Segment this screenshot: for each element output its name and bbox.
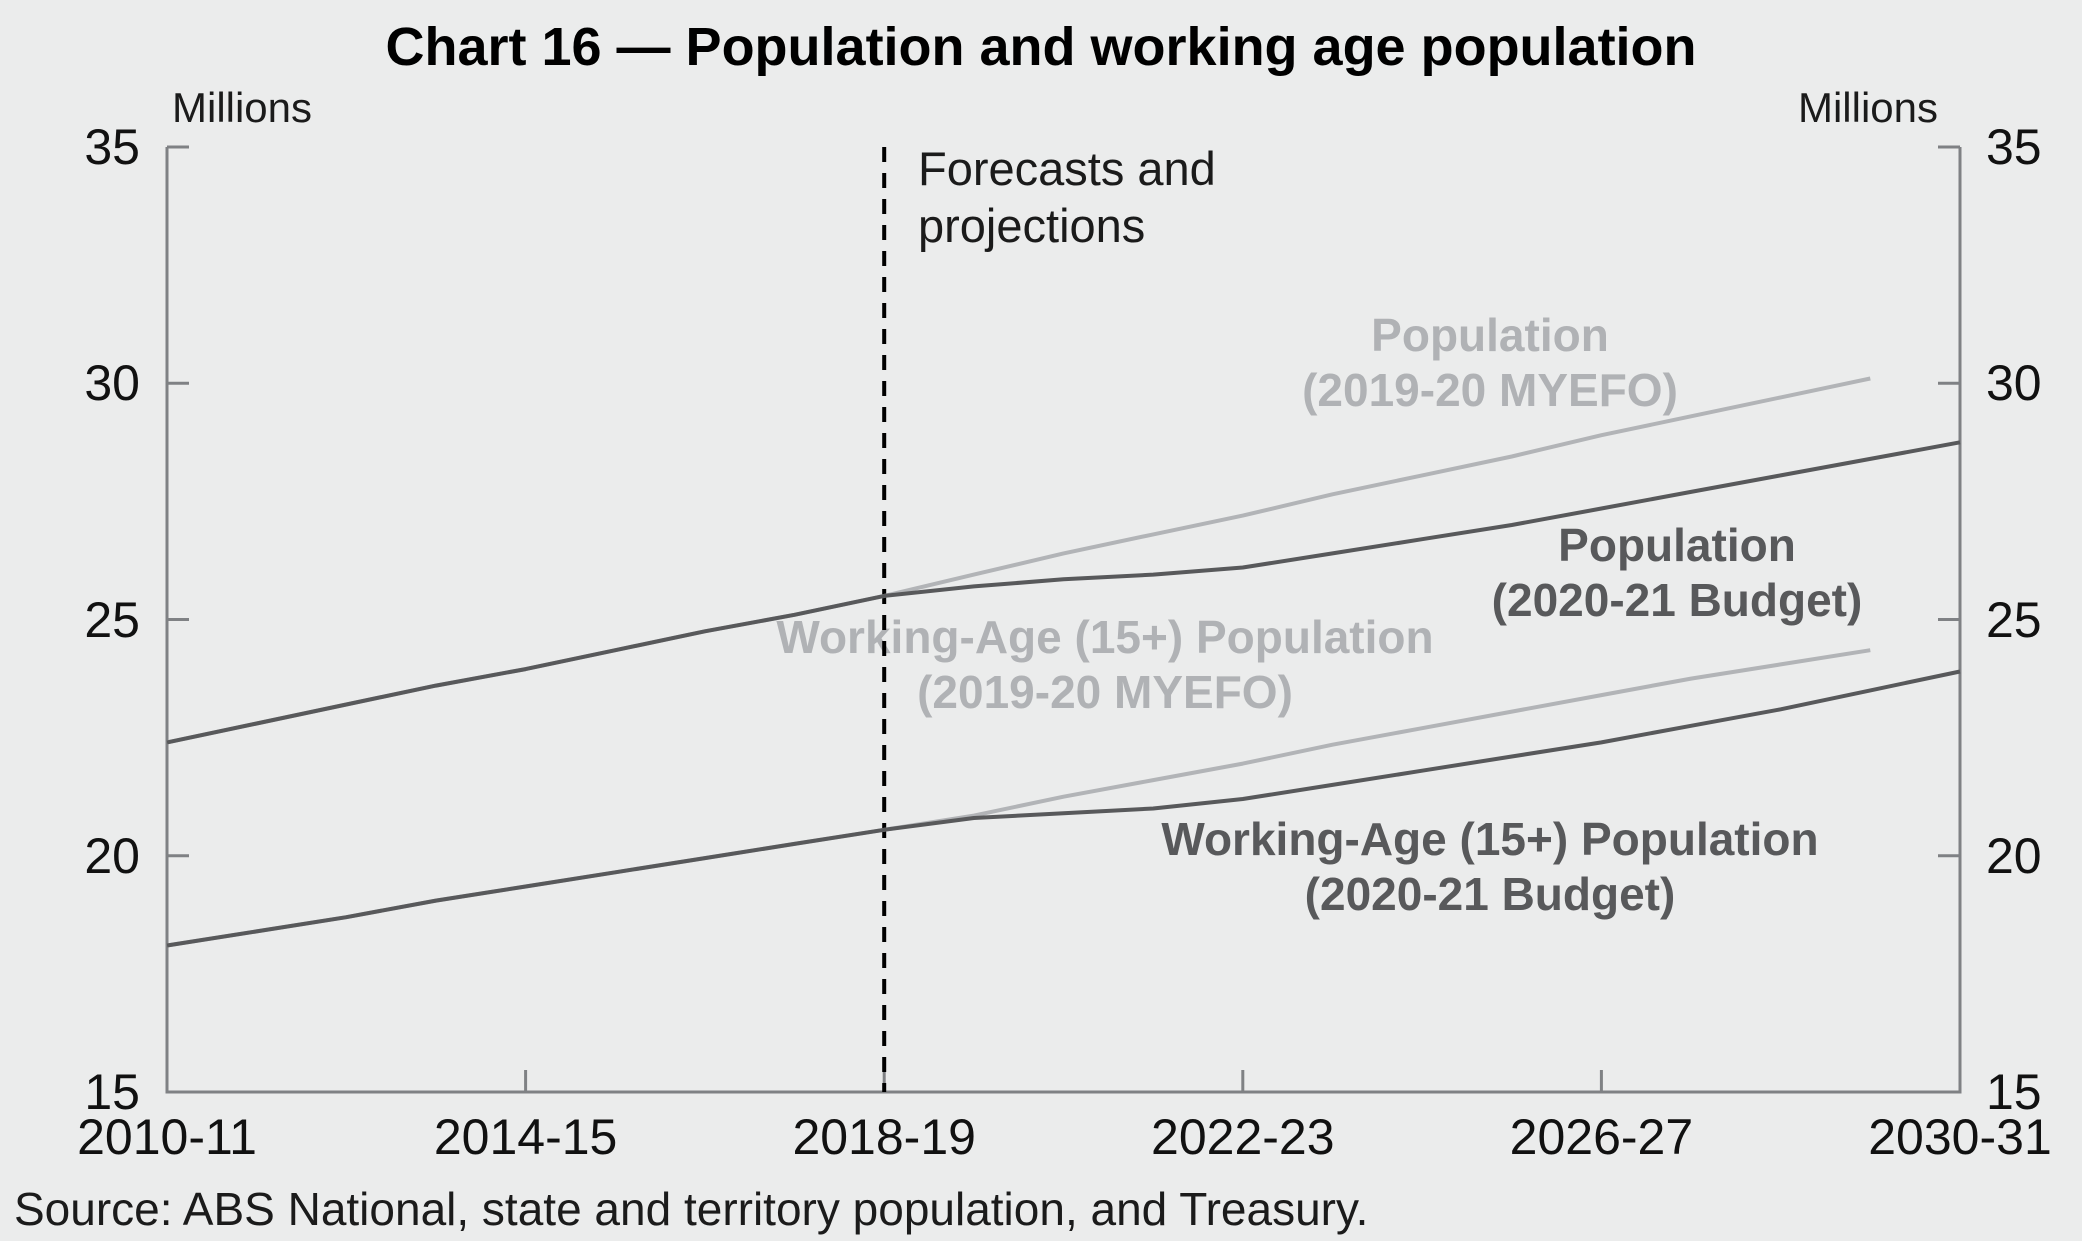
y-tick-label-right: 30 (1986, 355, 2042, 412)
x-tick-label: 2010-11 (77, 1109, 257, 1165)
series-label-line: Working-Age (15+) Population (776, 611, 1434, 663)
series-label-line: (2020-21 Budget) (1304, 868, 1676, 920)
y-tick-label-left: 30 (84, 355, 140, 412)
y-axis-unit-right: Millions (1797, 84, 1938, 131)
forecast-annotation-line2: projections (918, 199, 1146, 252)
y-tick-label-right: 15 (1986, 1064, 2042, 1120)
y-tick-label-right: 20 (1986, 827, 2042, 884)
forecast-annotation: Forecasts and projections (918, 140, 1216, 254)
x-tick-label: 2018-19 (792, 1109, 976, 1165)
x-tick-label: 2026-27 (1509, 1109, 1694, 1165)
x-tick-label: 2022-23 (1151, 1109, 1335, 1165)
series-label-population-myefo: Population (2019-20 MYEFO) (1140, 308, 1840, 418)
chart-title: Chart 16 — Population and working age po… (385, 17, 1697, 77)
series-label-line: (2019-20 MYEFO) (917, 666, 1293, 718)
x-tick-label: 2014-15 (433, 1109, 618, 1165)
y-tick-label-left: 20 (84, 827, 140, 884)
series-label-working-age-budget: Working-Age (15+) Population (2020-21 Bu… (1040, 812, 1940, 922)
series-label-line: Population (1558, 519, 1796, 571)
forecast-annotation-line1: Forecasts and (918, 142, 1216, 195)
series-label-working-age-myefo: Working-Age (15+) Population (2019-20 MY… (655, 610, 1555, 720)
series-label-line: (2019-20 MYEFO) (1302, 364, 1678, 416)
y-tick-label-right: 25 (1986, 591, 2042, 648)
y-tick-label-left: 25 (84, 591, 140, 648)
y-tick-label-left: 35 (84, 119, 140, 175)
source-note: Source: ABS National, state and territor… (14, 1183, 1369, 1235)
y-tick-label-right: 35 (1986, 119, 2042, 175)
series-label-line: Population (1371, 309, 1609, 361)
y-tick-label-left: 15 (84, 1064, 140, 1120)
y-axis-unit-left: Millions (172, 84, 313, 131)
series-label-line: Working-Age (15+) Population (1161, 813, 1819, 865)
x-tick-label: 2030-31 (1868, 1109, 2052, 1165)
